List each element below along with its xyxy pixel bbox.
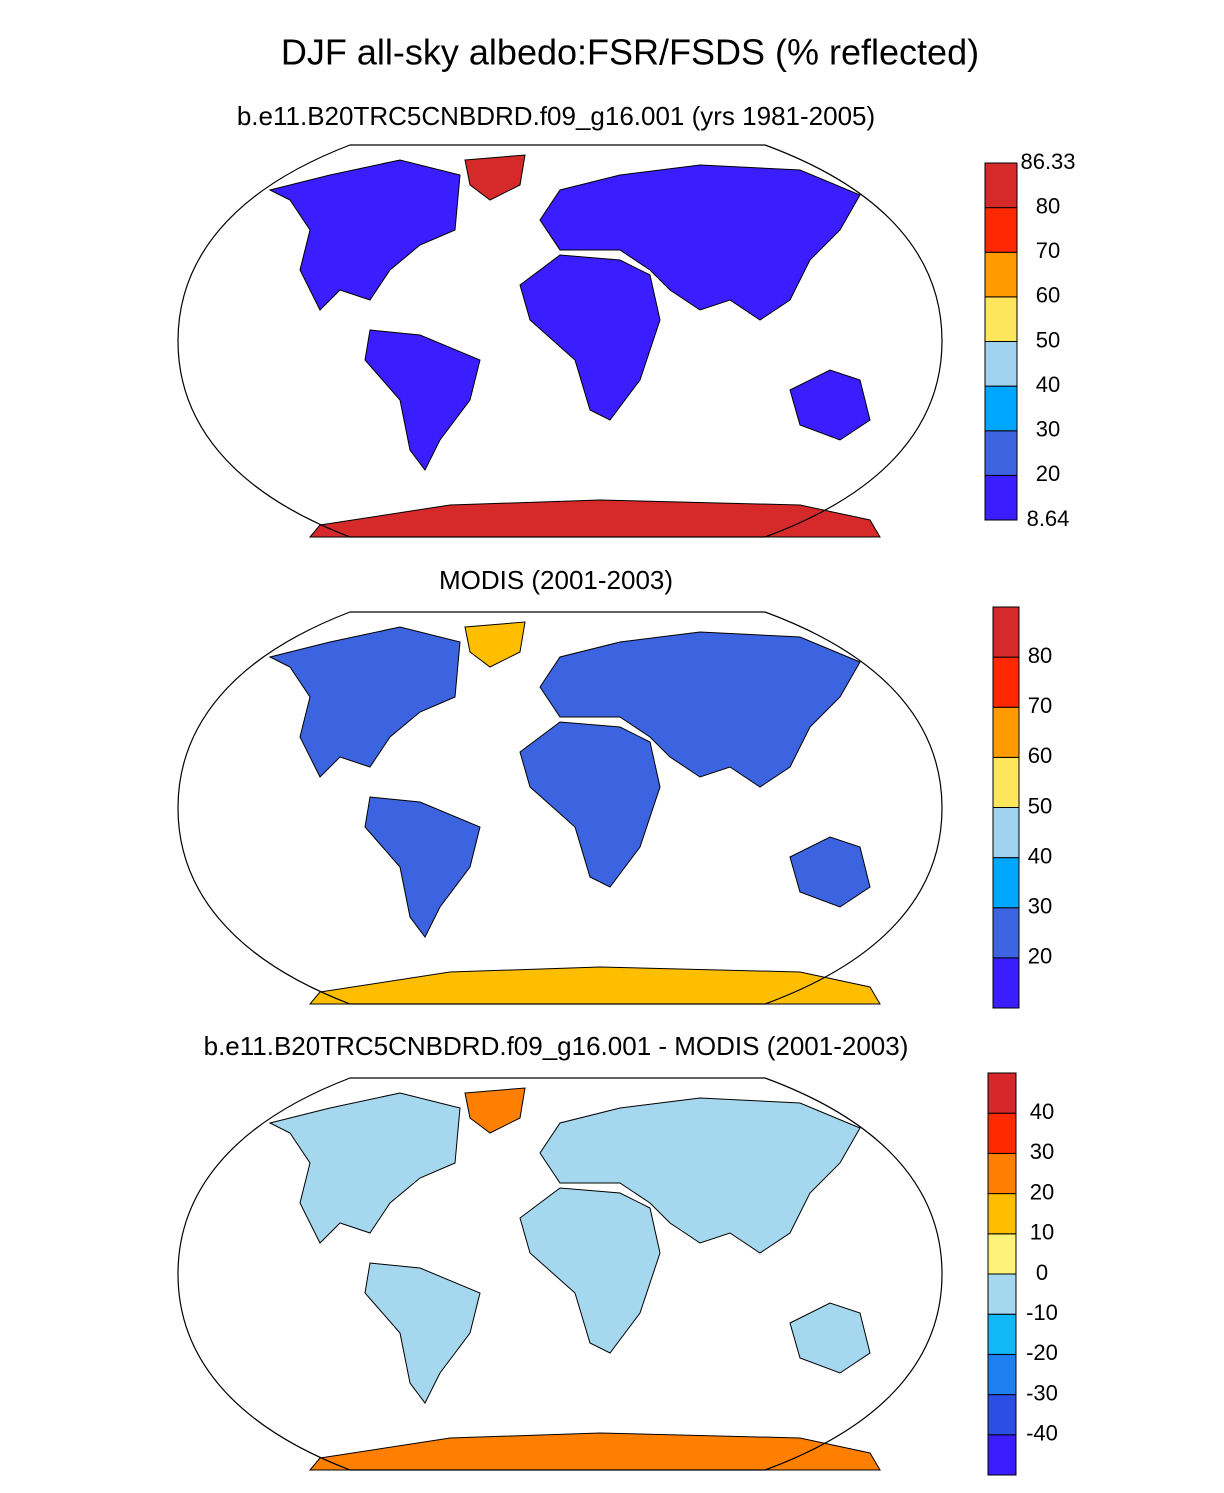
colorbar-label: 86.33 (1020, 149, 1075, 174)
colorbar-box (987, 1273, 1017, 1315)
colorbar-label: 20 (1030, 1179, 1054, 1204)
land-mass (269, 159, 871, 471)
colorbar-label: 70 (1028, 693, 1052, 718)
colorbar-label: 80 (1036, 193, 1060, 218)
colorbar-label: 20 (1028, 944, 1052, 969)
map (177, 611, 943, 1005)
colorbar-box (984, 474, 1018, 521)
colorbar-box (992, 706, 1020, 758)
colorbar-label: 40 (1030, 1099, 1054, 1124)
colorbar-box (987, 1112, 1017, 1154)
colorbar-box (984, 341, 1018, 387)
colorbar-box (984, 251, 1018, 298)
figure-title: DJF all-sky albedo:FSR/FSDS (% reflected… (281, 32, 979, 73)
colorbar-label: 70 (1036, 238, 1060, 263)
colorbar-box (984, 162, 1018, 209)
colorbar-label: 60 (1028, 743, 1052, 768)
colorbar-box (992, 656, 1020, 708)
panel-subtitle: b.e11.B20TRC5CNBDRD.f09_g16.001 (yrs 198… (237, 101, 875, 131)
colorbar-box (992, 807, 1020, 859)
colorbar-box (987, 1233, 1017, 1275)
panel-subtitle: b.e11.B20TRC5CNBDRD.f09_g16.001 - MODIS … (204, 1031, 909, 1061)
colorbar-box (992, 606, 1020, 658)
colorbar-box (987, 1353, 1017, 1396)
panel-subtitle: MODIS (2001-2003) (439, 565, 673, 595)
colorbar-box (992, 857, 1020, 909)
map (177, 1077, 943, 1471)
colorbar-label: -10 (1026, 1300, 1058, 1325)
colorbar-label: -40 (1026, 1421, 1058, 1446)
colorbar-box (992, 957, 1020, 1009)
colorbar-label: 80 (1028, 643, 1052, 668)
colorbar-box (987, 1152, 1017, 1195)
colorbar-label: -30 (1026, 1380, 1058, 1405)
colorbar-label: 30 (1030, 1139, 1054, 1164)
colorbar-box (992, 907, 1020, 959)
colorbar-label: 40 (1028, 843, 1052, 868)
colorbar-box (987, 1072, 1017, 1114)
land-mass (269, 1092, 871, 1404)
colorbar-box (984, 385, 1018, 432)
colorbar-box (987, 1434, 1017, 1476)
colorbar-box (984, 296, 1018, 342)
map (177, 144, 943, 538)
colorbar-label: 10 (1030, 1220, 1054, 1245)
colorbar-label: 40 (1036, 372, 1060, 397)
colorbar-label: 8.64 (1027, 506, 1070, 531)
colorbar-label: 20 (1036, 461, 1060, 486)
colorbar-label: 30 (1028, 894, 1052, 919)
colorbar-box (987, 1394, 1017, 1436)
colorbar-label: 60 (1036, 283, 1060, 308)
colorbar-box (984, 430, 1018, 476)
colorbar-label: -20 (1026, 1340, 1058, 1365)
colorbar-label: 50 (1028, 793, 1052, 818)
colorbar-label: 0 (1036, 1260, 1048, 1285)
colorbar-label: 50 (1036, 327, 1060, 352)
land-mass (269, 626, 871, 938)
colorbar-box (987, 1313, 1017, 1355)
colorbar-label: 30 (1036, 417, 1060, 442)
colorbar-box (992, 756, 1020, 808)
colorbar-box (987, 1193, 1017, 1235)
colorbar-box (984, 207, 1018, 253)
